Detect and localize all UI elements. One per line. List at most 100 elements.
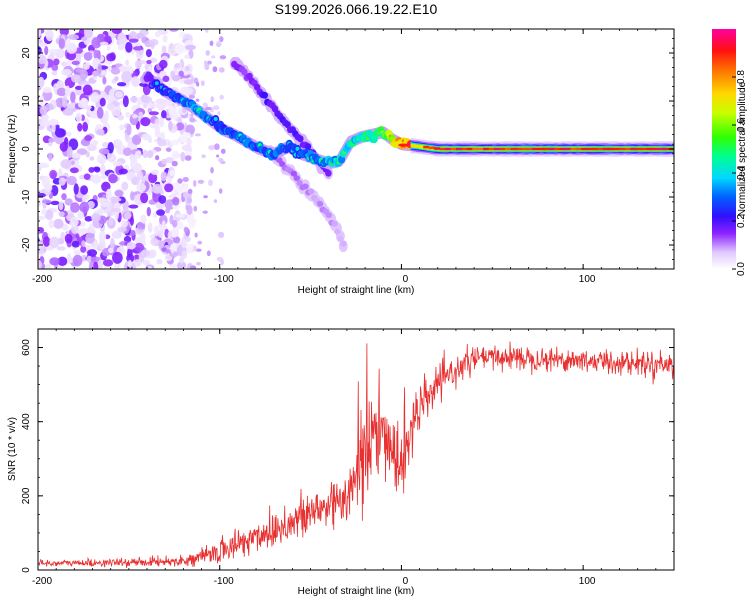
noise-blob: [193, 180, 197, 187]
noise-blob: [79, 69, 88, 80]
steady-tone-core: [450, 147, 457, 151]
noise-blob: [219, 36, 224, 43]
noise-blob: [174, 63, 181, 69]
main-track-core: [295, 146, 300, 151]
x-tick-label: 0: [403, 576, 409, 587]
noise-blob: [93, 49, 99, 60]
steady-tone-core: [499, 147, 506, 151]
noise-blob: [176, 261, 187, 269]
steady-tone-core: [657, 147, 664, 151]
noise-blob: [161, 220, 166, 231]
snr-line: [38, 341, 674, 569]
noise-blob: [187, 188, 193, 195]
noise-blob: [212, 105, 220, 111]
noise-blob: [210, 96, 214, 103]
noise-blob: [185, 44, 196, 51]
noise-blob: [105, 188, 112, 201]
noise-blob: [196, 261, 201, 266]
noise-blob: [156, 258, 163, 265]
noise-blob: [41, 114, 50, 121]
steady-tone-core: [521, 147, 528, 151]
noise-blob: [180, 151, 186, 162]
noise-blob: [158, 195, 167, 204]
tertiary-track-blob: [290, 170, 298, 177]
steady-tone-core: [554, 147, 561, 151]
noise-blob: [154, 31, 161, 38]
noise-blob: [107, 151, 114, 162]
noise-blob: [154, 98, 166, 104]
steady-tone-core: [581, 147, 588, 151]
noise-blob: [73, 183, 79, 195]
noise-blob: [111, 29, 123, 35]
noise-blob: [38, 260, 43, 269]
x-tick-label: 100: [579, 576, 596, 587]
noise-blob: [168, 29, 179, 32]
noise-blob: [127, 259, 133, 269]
noise-blob: [83, 173, 91, 180]
steady-tone-core: [608, 147, 615, 151]
noise-blob: [107, 247, 114, 254]
steady-tone-core: [532, 147, 539, 151]
noise-blob: [48, 48, 59, 55]
steady-tone-core: [537, 147, 544, 151]
noise-blob: [77, 228, 89, 235]
noise-blob: [29, 137, 38, 143]
snr-ylabel: SNR (10 * v/v): [7, 417, 18, 481]
noise-blob: [82, 121, 89, 132]
noise-blob: [197, 179, 205, 184]
noise-blob: [49, 257, 60, 266]
noise-blob: [124, 211, 132, 220]
noise-blob: [174, 184, 183, 193]
noise-blob: [41, 199, 52, 204]
steady-tone-core: [439, 147, 446, 151]
noise-blob: [182, 87, 194, 95]
noise-blob: [134, 59, 143, 69]
noise-blob: [38, 45, 42, 56]
noise-blob: [128, 38, 139, 43]
noise-blob: [108, 216, 114, 226]
noise-blob: [66, 146, 73, 159]
noise-blob: [99, 164, 106, 176]
steady-tone-core: [445, 147, 451, 151]
noise-blob: [48, 152, 53, 162]
noise-blob: [213, 199, 218, 204]
noise-blob: [157, 228, 164, 238]
noise-blob: [196, 81, 200, 87]
noise-blob: [145, 49, 152, 58]
steady-tone-core: [575, 147, 582, 151]
noise-blob: [150, 169, 159, 175]
x-tick-label: -200: [32, 576, 52, 587]
noise-blob: [111, 230, 123, 239]
noise-blob: [209, 40, 214, 47]
noise-blob: [72, 254, 83, 267]
noise-blob: [149, 123, 160, 129]
noise-blob: [38, 117, 39, 121]
noise-blob: [156, 209, 166, 216]
y-tick-label: -20: [21, 237, 32, 252]
noise-blob: [140, 214, 147, 224]
noise-blob: [56, 246, 66, 251]
noise-blob: [184, 243, 194, 254]
noise-blob: [98, 148, 110, 155]
noise-blob: [131, 76, 140, 88]
steady-tone-core: [455, 147, 462, 151]
noise-blob: [167, 47, 177, 56]
noise-blob: [125, 111, 131, 118]
noise-blob: [30, 262, 36, 268]
noise-blob: [81, 36, 88, 41]
steady-tone-core: [641, 147, 648, 151]
noise-blob: [179, 134, 188, 143]
noise-blob: [80, 185, 89, 195]
noise-blob: [154, 131, 161, 138]
noise-blob: [41, 208, 47, 215]
noise-blob: [146, 150, 154, 159]
noise-blob: [142, 149, 148, 159]
noise-blob: [31, 151, 36, 162]
noise-blob: [77, 122, 83, 132]
noise-blob: [45, 29, 54, 42]
noise-blob: [162, 75, 170, 83]
secondary-track-blob: [241, 68, 248, 76]
noise-blob: [164, 183, 174, 193]
noise-blob: [158, 116, 164, 128]
noise-blob: [74, 85, 83, 90]
